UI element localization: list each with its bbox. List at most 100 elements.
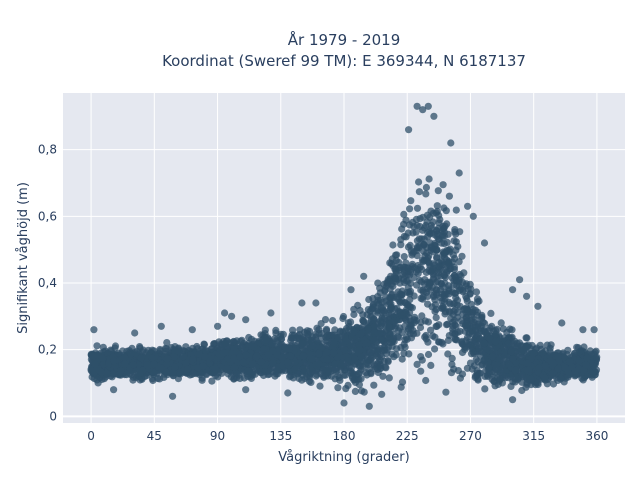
data-point [330, 349, 338, 357]
data-point [357, 353, 365, 361]
data-point [571, 349, 579, 357]
data-point [422, 331, 430, 340]
data-point [331, 326, 339, 334]
data-point [136, 369, 144, 377]
data-point [347, 318, 355, 326]
data-point [413, 221, 421, 230]
data-point [467, 350, 476, 358]
data-point [242, 351, 250, 359]
data-point [444, 260, 452, 268]
data-point [374, 309, 382, 317]
data-point [223, 365, 231, 373]
data-point [419, 257, 427, 266]
data-point [458, 252, 466, 260]
x-axis-ticks: 0 45 90 135 180 225 270 315 360 [87, 429, 608, 443]
data-point [481, 372, 489, 380]
data-point [351, 355, 359, 363]
data-point [450, 272, 458, 280]
data-point [450, 365, 458, 373]
data-point [508, 396, 517, 404]
data-point [443, 238, 451, 246]
data-point [451, 255, 459, 263]
data-point [420, 224, 429, 232]
data-point [340, 399, 348, 407]
data-point [466, 341, 474, 349]
data-point [157, 322, 165, 330]
data-point [404, 264, 412, 272]
data-point [377, 322, 385, 330]
data-point [395, 258, 403, 266]
data-point [424, 318, 432, 326]
data-point [575, 357, 583, 365]
data-point [402, 306, 410, 314]
data-point [414, 266, 422, 274]
data-point [566, 358, 574, 366]
data-point [378, 314, 386, 322]
data-point [419, 295, 427, 303]
data-point [461, 345, 469, 354]
data-point [219, 349, 227, 357]
data-point [239, 358, 247, 366]
data-point [472, 288, 481, 296]
data-point [413, 102, 421, 110]
data-point [482, 345, 491, 353]
data-point [363, 371, 371, 379]
data-point [448, 354, 456, 362]
data-point [528, 341, 536, 350]
x-tick-label: 315 [522, 429, 545, 443]
data-point [565, 370, 574, 379]
data-point [428, 303, 436, 311]
data-point [406, 205, 414, 213]
data-point [592, 366, 601, 374]
data-point [428, 224, 436, 232]
data-point [261, 326, 269, 334]
data-point [473, 298, 482, 306]
data-point [500, 355, 508, 363]
data-point [402, 316, 410, 324]
data-point [500, 344, 508, 352]
data-point [508, 286, 517, 294]
data-point [435, 338, 443, 346]
data-point [286, 373, 294, 381]
data-point [110, 386, 118, 394]
data-point [416, 242, 424, 250]
chart-title-line-2: Koordinat (Sweref 99 TM): E 369344, N 61… [162, 52, 526, 70]
data-point [149, 376, 157, 385]
data-point [487, 309, 495, 317]
data-point [348, 330, 356, 338]
x-tick-label: 45 [147, 429, 162, 443]
data-point [440, 272, 448, 280]
data-point [418, 356, 426, 364]
data-point [91, 360, 99, 368]
data-point [284, 358, 292, 367]
data-point [184, 365, 192, 373]
data-point [398, 225, 406, 233]
data-point [406, 296, 414, 304]
data-point [398, 378, 407, 386]
data-point [308, 355, 316, 363]
data-point [492, 365, 500, 373]
data-point [424, 350, 433, 359]
data-point [419, 288, 428, 296]
data-point [376, 329, 384, 337]
data-point [121, 360, 129, 368]
data-point [546, 344, 554, 352]
data-point [309, 342, 317, 350]
data-point [397, 236, 405, 244]
data-point [387, 310, 396, 318]
data-point [452, 277, 460, 285]
data-point [189, 369, 197, 377]
y-tick-label: 0 [49, 409, 57, 423]
data-point [472, 355, 480, 364]
data-point [188, 326, 196, 334]
data-point [211, 365, 219, 373]
data-point [481, 385, 489, 393]
data-point [312, 299, 320, 307]
data-point [434, 187, 442, 195]
data-point [416, 323, 425, 332]
data-point [230, 375, 238, 383]
data-point [357, 330, 365, 338]
data-point [230, 344, 238, 352]
data-point [364, 325, 372, 333]
